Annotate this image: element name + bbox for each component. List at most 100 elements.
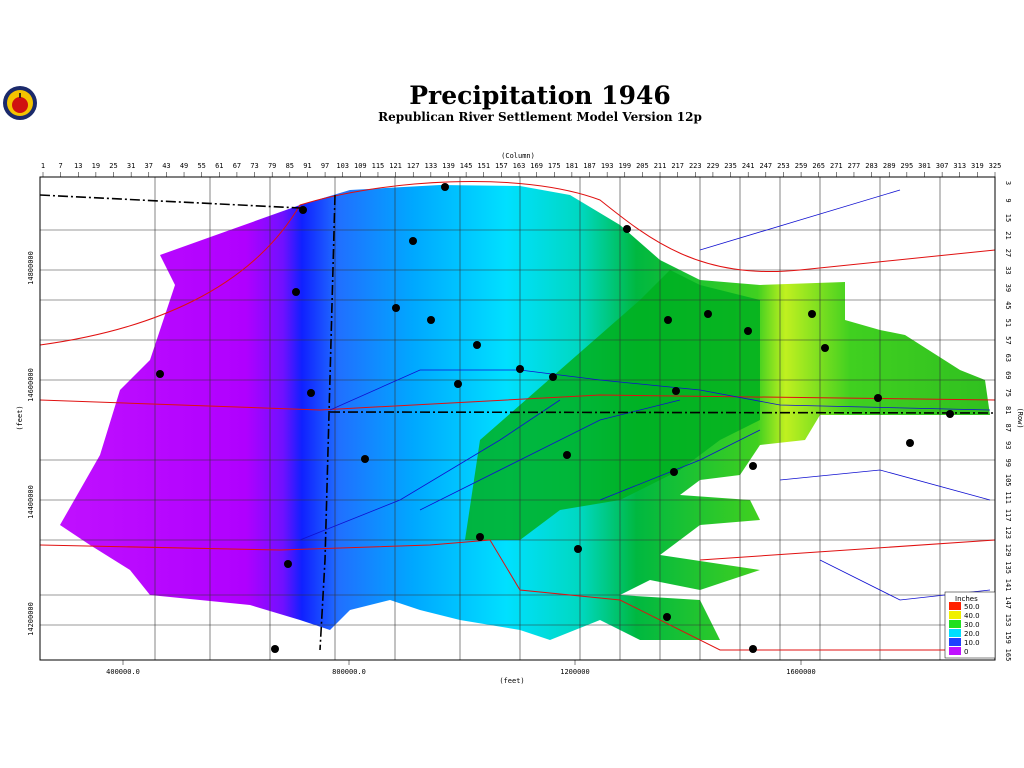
column-tick-label: 277 (848, 162, 861, 170)
row-tick-label: 15 (1004, 214, 1012, 222)
column-tick-label: 205 (636, 162, 649, 170)
column-tick-label: 253 (777, 162, 790, 170)
column-tick-label: 61 (215, 162, 223, 170)
column-tick-label: 271 (830, 162, 843, 170)
column-tick-label: 97 (321, 162, 329, 170)
subtitle: Republican River Settlement Model Versio… (378, 110, 702, 124)
column-tick-label: 163 (513, 162, 526, 170)
column-tick-label: 217 (671, 162, 684, 170)
well (392, 304, 400, 312)
column-tick-label: 283 (865, 162, 878, 170)
column-tick-label: 145 (460, 162, 473, 170)
y-feet-label: 14400000 (27, 485, 35, 519)
legend-swatch (949, 638, 961, 646)
column-tick-label: 31 (127, 162, 135, 170)
well (623, 225, 631, 233)
well (473, 341, 481, 349)
column-tick-label: 73 (250, 162, 258, 170)
well (749, 462, 757, 470)
axis-ticks: 1 7 13 19 25 31 37 43 49 55 61 67 73 79 85 91 97 103 109 11… (27, 162, 1012, 676)
column-tick-label: 313 (953, 162, 966, 170)
well (549, 373, 557, 381)
well (441, 183, 449, 191)
bottom-axis-label: (feet) (499, 677, 524, 685)
row-tick-label: 3 (1004, 181, 1012, 185)
well (361, 455, 369, 463)
well (574, 545, 582, 553)
y-feet-label: 14200000 (27, 602, 35, 636)
well (292, 288, 300, 296)
column-tick-label: 37 (145, 162, 153, 170)
well (284, 560, 292, 568)
column-tick-label: 223 (689, 162, 702, 170)
column-tick-label: 229 (707, 162, 720, 170)
legend-swatch (949, 602, 961, 610)
legend-swatch (949, 647, 961, 655)
legend-label: 30.0 (964, 621, 980, 629)
legend-label: 0 (964, 648, 968, 656)
well (307, 389, 315, 397)
legend: Inches 50.040.030.020.010.00 (944, 591, 996, 659)
column-tick-label: 235 (724, 162, 737, 170)
row-tick-label: 81 (1004, 406, 1012, 414)
column-tick-label: 175 (548, 162, 561, 170)
well (476, 533, 484, 541)
x-feet-label: 800000.0 (332, 668, 366, 676)
column-tick-label: 67 (233, 162, 241, 170)
column-tick-label: 121 (389, 162, 402, 170)
column-tick-label: 55 (197, 162, 205, 170)
column-tick-label: 193 (601, 162, 614, 170)
column-tick-label: 103 (336, 162, 349, 170)
title: Precipitation 1946 (409, 81, 671, 110)
column-tick-label: 211 (654, 162, 667, 170)
row-tick-label: 69 (1004, 371, 1012, 379)
well (454, 380, 462, 388)
well (516, 365, 524, 373)
row-tick-label: 21 (1004, 231, 1012, 239)
row-tick-label: 45 (1004, 301, 1012, 309)
y-feet-label: 14800000 (27, 251, 35, 285)
well (874, 394, 882, 402)
row-tick-label: 75 (1004, 389, 1012, 397)
legend-title: Inches (955, 595, 978, 603)
county-lines (40, 177, 995, 660)
well (299, 206, 307, 214)
column-tick-label: 199 (618, 162, 631, 170)
column-tick-label: 187 (583, 162, 596, 170)
legend-swatch (949, 620, 961, 628)
row-tick-label: 99 (1004, 458, 1012, 466)
column-tick-label: 241 (742, 162, 755, 170)
wells (156, 183, 954, 653)
left-axis-label: (feet) (16, 405, 24, 430)
well (749, 645, 757, 653)
row-tick-label: 117 (1004, 509, 1012, 522)
column-tick-label: 85 (286, 162, 294, 170)
x-feet-label: 1200000 (560, 668, 590, 676)
column-tick-label: 133 (425, 162, 438, 170)
column-tick-label: 151 (477, 162, 490, 170)
well (663, 613, 671, 621)
well (906, 439, 914, 447)
column-tick-label: 49 (180, 162, 188, 170)
well (409, 237, 417, 245)
column-tick-label: 259 (795, 162, 808, 170)
column-tick-label: 109 (354, 162, 367, 170)
row-tick-label: 63 (1004, 354, 1012, 362)
column-tick-label: 127 (407, 162, 420, 170)
row-tick-label: 27 (1004, 249, 1012, 257)
column-tick-label: 169 (530, 162, 543, 170)
well (670, 468, 678, 476)
legend-label: 10.0 (964, 639, 980, 647)
column-tick-label: 319 (971, 162, 984, 170)
map-frame (39, 176, 996, 661)
well (664, 316, 672, 324)
logo (3, 86, 37, 120)
well (704, 310, 712, 318)
row-tick-label: 33 (1004, 266, 1012, 274)
column-tick-label: 301 (918, 162, 931, 170)
legend-label: 50.0 (964, 603, 980, 611)
column-tick-label: 115 (372, 162, 385, 170)
rivers (299, 189, 991, 601)
well (672, 387, 680, 395)
